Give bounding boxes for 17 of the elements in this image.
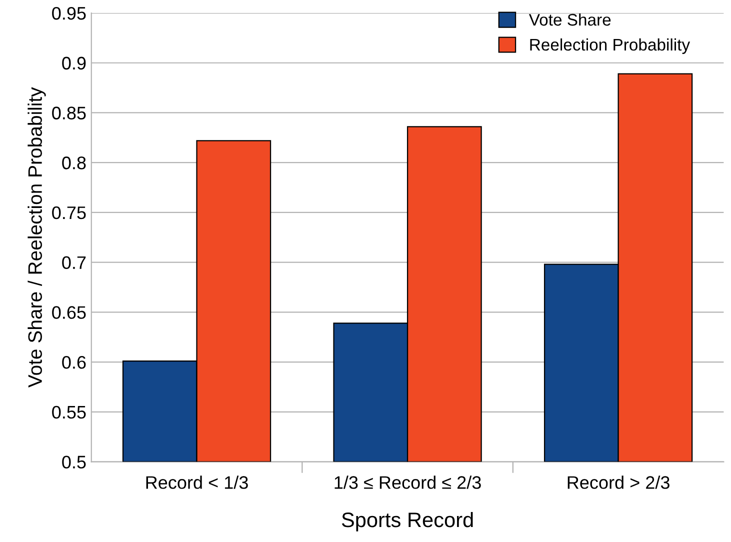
- y-axis-title: Vote Share / Reelection Probability: [28, 87, 46, 388]
- x-tick-label: 1/3 ≤ Record ≤ 2/3: [334, 476, 481, 489]
- x-tick-label: Record > 2/3: [568, 476, 670, 489]
- y-tick-label: 0.5: [62, 456, 86, 469]
- y-tick-label: 0.65: [52, 306, 86, 319]
- y-tick-label: 0.9: [62, 56, 86, 70]
- y-tick-label: 0.85: [52, 106, 86, 120]
- x-axis-title: Sports Record: [342, 512, 473, 532]
- legend-label: Vote Share: [528, 13, 611, 26]
- y-tick-label: 0.55: [52, 406, 86, 419]
- x-tick-label: Record < 1/3: [146, 476, 248, 489]
- y-tick-label: 0.8: [62, 156, 86, 170]
- y-tick-label: 0.95: [52, 6, 86, 20]
- legend-label: Reelection Probability: [530, 38, 690, 54]
- y-tick-label: 0.7: [62, 256, 86, 270]
- y-tick-label: 0.6: [62, 356, 86, 369]
- y-tick-label: 0.75: [52, 206, 86, 220]
